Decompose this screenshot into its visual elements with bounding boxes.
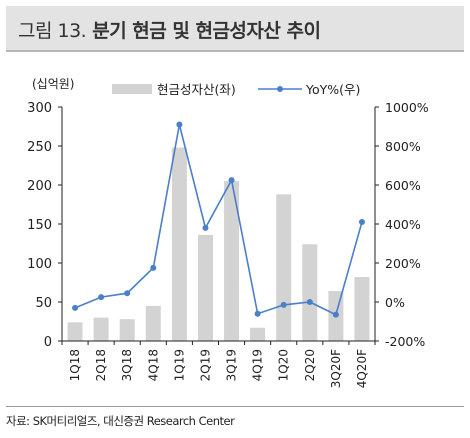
yoy-point bbox=[254, 310, 261, 317]
right-tick-label: 200% bbox=[385, 256, 421, 271]
x-tick-label: 4Q18 bbox=[146, 349, 160, 381]
left-tick-label: 250 bbox=[27, 140, 52, 155]
yoy-point bbox=[280, 301, 287, 308]
legend-bar-swatch bbox=[112, 84, 152, 94]
yoy-point bbox=[228, 177, 235, 184]
x-tick-label: 4Q19 bbox=[251, 349, 265, 381]
x-tick-label: 3Q19 bbox=[225, 349, 239, 381]
chart: (십억원) 0 50 100 150 200 250 300 -200% 0% 200% 400% 60… bbox=[27, 77, 429, 388]
bar bbox=[119, 319, 135, 341]
yoy-point bbox=[306, 299, 313, 305]
yoy-point bbox=[98, 294, 105, 301]
left-tick-label: 50 bbox=[35, 296, 52, 311]
left-axis-unit: (십억원) bbox=[32, 77, 74, 91]
legend-line-label: YoY%(우) bbox=[305, 82, 360, 97]
right-tick-label: 1000% bbox=[385, 100, 429, 115]
yoy-point bbox=[124, 290, 131, 297]
left-tick-label: 200 bbox=[27, 179, 52, 194]
figure-title: 그림 13. 분기 현금 및 현금성자산 추이 bbox=[18, 16, 321, 43]
yoy-point bbox=[358, 219, 365, 226]
yoy-point bbox=[72, 304, 79, 311]
figure-number: 그림 13. bbox=[18, 20, 87, 42]
bar bbox=[224, 181, 240, 341]
yoy-line bbox=[74, 124, 363, 316]
bar bbox=[302, 244, 318, 341]
left-tick-label: 150 bbox=[27, 218, 52, 233]
bar bbox=[276, 194, 292, 341]
bar bbox=[250, 327, 266, 341]
x-tick-label: 3Q18 bbox=[120, 349, 134, 381]
yoy-point bbox=[176, 121, 183, 128]
x-tick-label: 2Q20 bbox=[303, 349, 317, 381]
figure-title-text: 분기 현금 및 현금성자산 추이 bbox=[92, 20, 321, 42]
bar bbox=[171, 147, 187, 341]
source-note: 자료: SK머티리얼즈, 대신증권 Research Center bbox=[6, 406, 464, 429]
x-tick-label: 2Q19 bbox=[198, 349, 212, 381]
right-tick-label: -200% bbox=[385, 334, 425, 349]
right-tick-label: 0% bbox=[385, 295, 405, 310]
legend-bar-label: 현금성자산(좌) bbox=[157, 82, 236, 97]
bar bbox=[93, 317, 109, 341]
bar bbox=[67, 322, 83, 341]
yoy-point bbox=[150, 264, 157, 271]
right-tick-label: 600% bbox=[385, 178, 421, 193]
x-tick-label: 1Q19 bbox=[172, 349, 186, 381]
left-tick-label: 100 bbox=[27, 257, 52, 272]
x-tick-label: 4Q20F bbox=[355, 349, 369, 388]
x-tick-label: 3Q20F bbox=[329, 349, 343, 388]
bar bbox=[354, 277, 370, 341]
yoy-point bbox=[202, 224, 209, 231]
left-tick-label: 0 bbox=[44, 335, 52, 350]
x-tick-label: 1Q20 bbox=[277, 349, 291, 381]
yoy-point bbox=[332, 311, 339, 318]
right-tick-label: 400% bbox=[385, 217, 421, 232]
figure-title-bar: 그림 13. 분기 현금 및 현금성자산 추이 bbox=[6, 6, 464, 52]
x-tick-label: 1Q18 bbox=[68, 349, 82, 381]
x-tick-label: 2Q18 bbox=[94, 349, 108, 381]
right-tick-label: 800% bbox=[385, 139, 421, 154]
bar bbox=[197, 234, 213, 341]
bar bbox=[145, 305, 161, 341]
legend-line-marker bbox=[277, 86, 283, 92]
left-tick-label: 300 bbox=[27, 101, 52, 116]
